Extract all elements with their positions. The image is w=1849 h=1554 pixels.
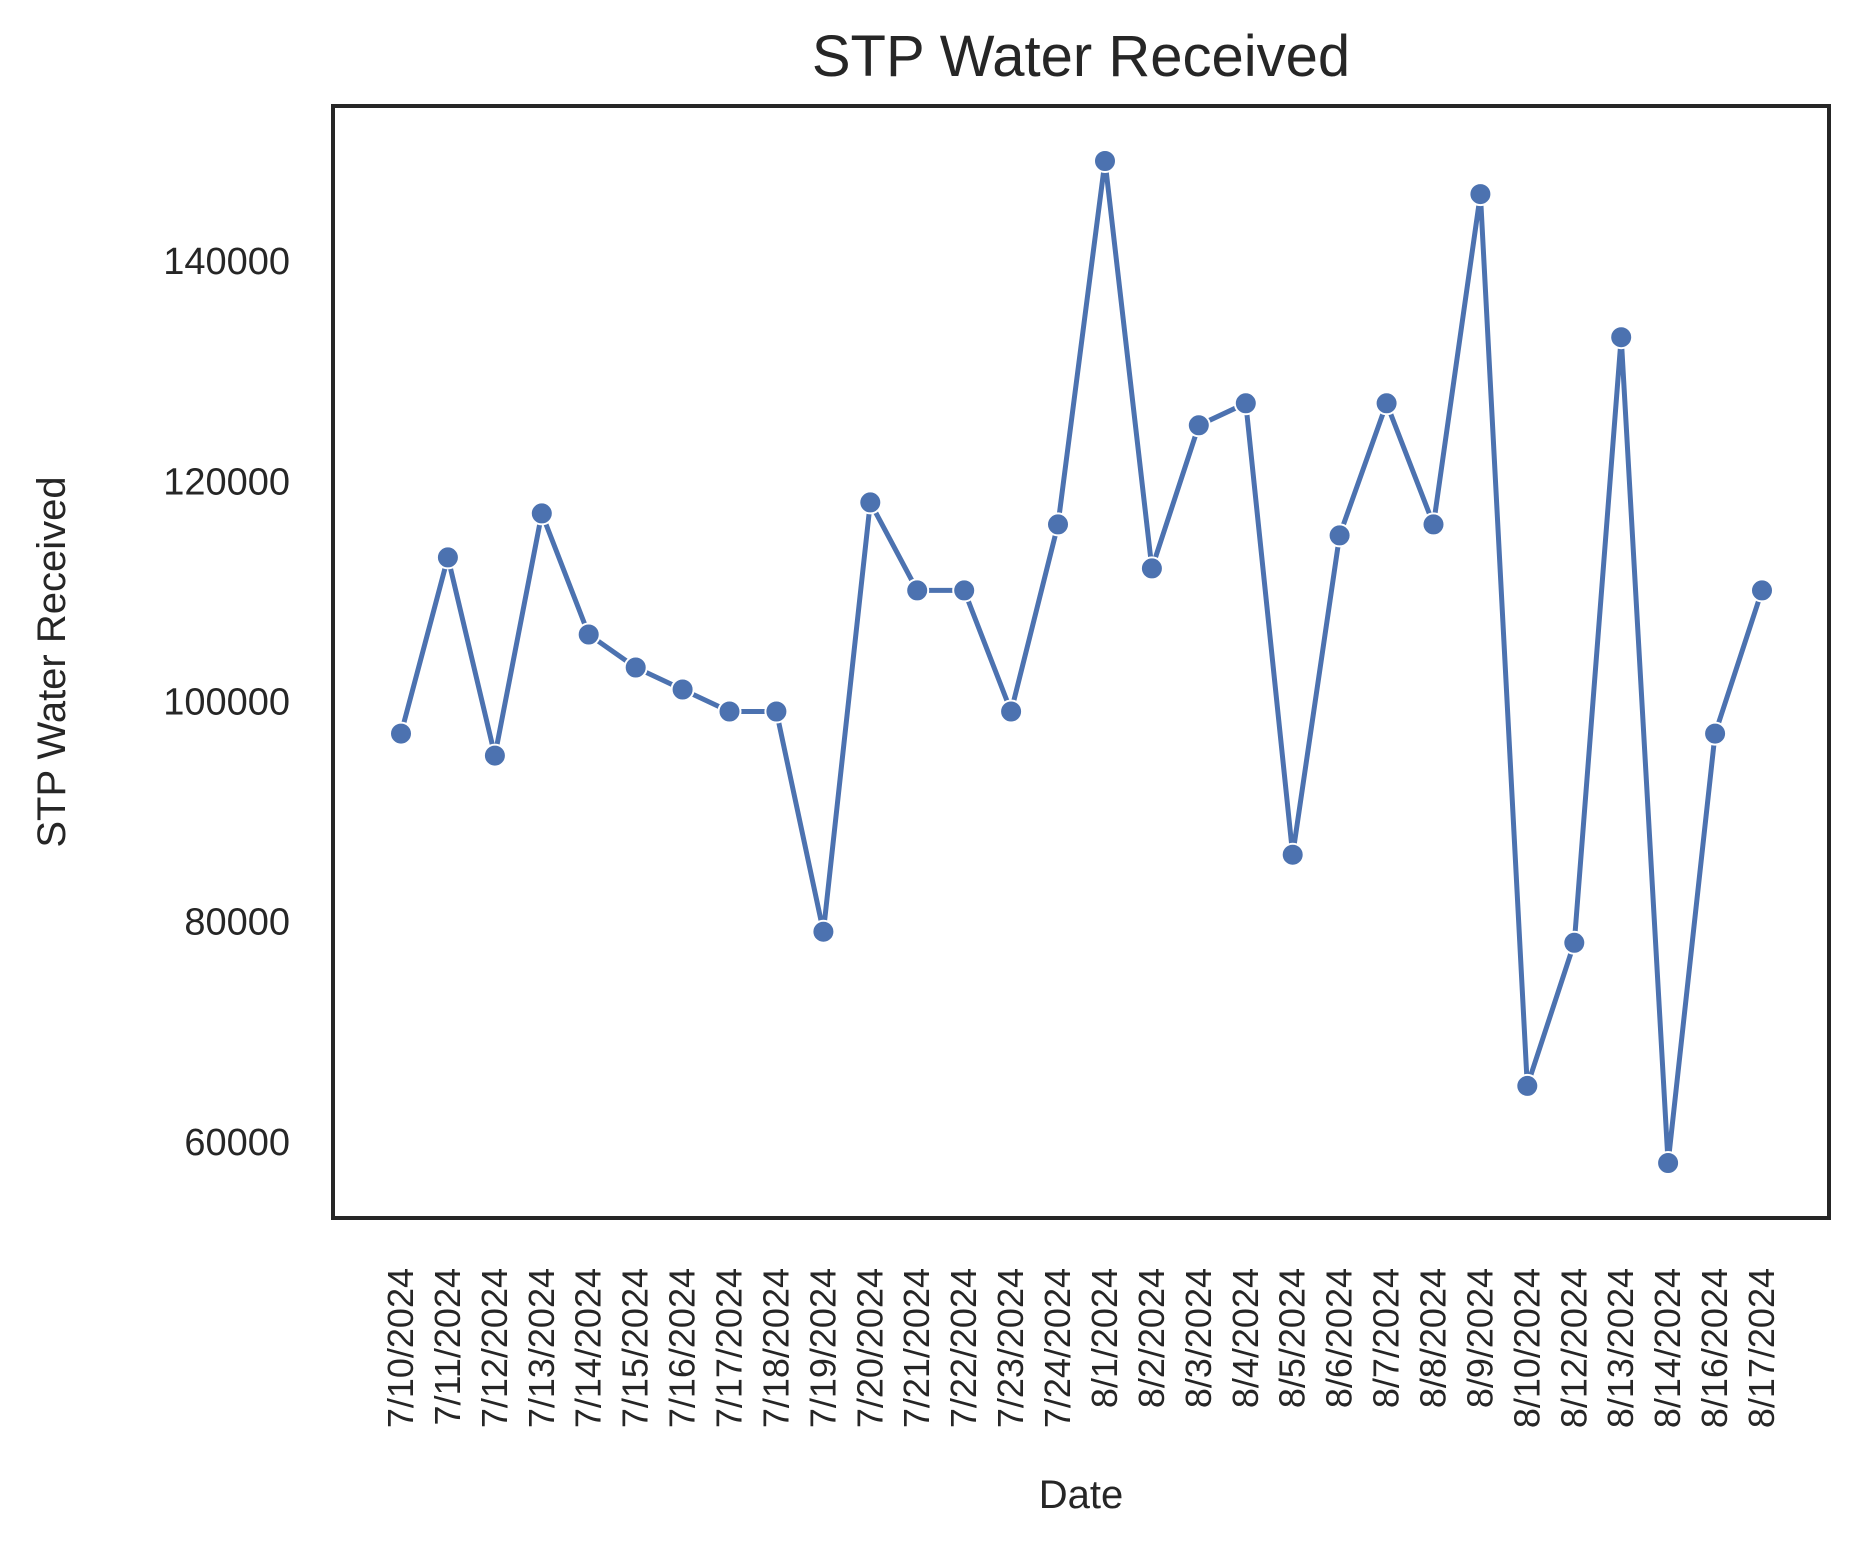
- x-tick-label: 8/7/2024: [1366, 1268, 1407, 1408]
- x-tick-label: 8/9/2024: [1459, 1268, 1500, 1408]
- data-point: [482, 743, 507, 768]
- x-tick-label: 7/22/2024: [943, 1268, 984, 1428]
- data-point: [389, 721, 413, 746]
- data-point: [1374, 391, 1399, 416]
- data-point: [858, 490, 883, 515]
- x-tick-label: 7/24/2024: [1037, 1268, 1078, 1428]
- x-tick-label: 8/1/2024: [1084, 1268, 1125, 1408]
- x-tick-label: 7/20/2024: [849, 1268, 890, 1428]
- data-point: [1609, 325, 1634, 350]
- data-point: [1186, 413, 1211, 438]
- data-point: [1656, 1151, 1681, 1175]
- data-point: [1750, 578, 1774, 603]
- x-tick-label: 8/6/2024: [1319, 1268, 1360, 1408]
- y-tick-label: 120000: [163, 461, 290, 503]
- plot-frame: [331, 104, 1831, 1220]
- x-tick-label: 7/19/2024: [802, 1268, 843, 1428]
- x-tick-label: 8/5/2024: [1272, 1268, 1313, 1408]
- x-tick-label: 8/17/2024: [1741, 1268, 1782, 1428]
- x-tick-label: 7/13/2024: [521, 1268, 562, 1428]
- y-tick-label: 80000: [184, 902, 290, 944]
- x-tick-label: 7/15/2024: [615, 1268, 656, 1428]
- x-tick-label: 8/10/2024: [1506, 1268, 1547, 1428]
- data-point: [811, 919, 836, 944]
- x-tick-label: 7/16/2024: [662, 1268, 703, 1428]
- data-point: [1703, 721, 1728, 746]
- data-point: [529, 501, 554, 526]
- data-point: [435, 545, 460, 570]
- data-point: [1468, 182, 1493, 207]
- x-axis-ticks: 7/10/2024 7/11/2024 7/12/2024 7/13/2024 7/14…: [380, 1268, 1782, 1428]
- y-axis-label: STP Water Received: [30, 476, 74, 847]
- x-tick-label: 8/3/2024: [1178, 1268, 1219, 1408]
- y-tick-label: 140000: [163, 241, 290, 283]
- x-tick-label: 7/10/2024: [380, 1268, 421, 1428]
- data-point: [1562, 930, 1587, 955]
- x-tick-label: 7/11/2024: [427, 1268, 468, 1425]
- x-tick-label: 7/12/2024: [474, 1268, 515, 1428]
- x-tick-label: 8/4/2024: [1225, 1268, 1266, 1408]
- x-tick-label: 8/12/2024: [1553, 1268, 1594, 1428]
- data-point: [576, 622, 601, 647]
- chart-title: STP Water Received: [812, 24, 1350, 89]
- data-point: [1327, 523, 1352, 548]
- y-tick-label: 60000: [184, 1122, 290, 1164]
- x-tick-label: 8/13/2024: [1600, 1268, 1641, 1428]
- data-point: [1280, 842, 1305, 867]
- data-point: [1233, 391, 1258, 416]
- data-point: [1139, 556, 1164, 581]
- x-tick-label: 8/16/2024: [1694, 1268, 1735, 1428]
- data-point: [670, 677, 695, 702]
- x-tick-label: 7/23/2024: [990, 1268, 1031, 1428]
- y-axis-ticks: 60000 80000 100000 120000 140000: [163, 241, 290, 1164]
- x-tick-label: 8/14/2024: [1647, 1268, 1688, 1428]
- data-point: [623, 655, 648, 680]
- y-tick-label: 100000: [163, 682, 290, 724]
- data-point: [1421, 512, 1446, 537]
- x-tick-label: 8/8/2024: [1412, 1268, 1453, 1408]
- x-axis-label: Date: [1039, 1473, 1124, 1517]
- x-tick-label: 8/2/2024: [1131, 1268, 1172, 1408]
- data-point: [1093, 149, 1117, 173]
- plot-area: [389, 149, 1774, 1175]
- x-tick-label: 7/18/2024: [755, 1268, 796, 1428]
- data-point: [952, 578, 977, 603]
- data-point: [1515, 1073, 1540, 1098]
- data-point: [764, 699, 789, 724]
- data-point: [1046, 512, 1070, 537]
- data-point: [717, 699, 742, 724]
- data-point: [905, 578, 930, 603]
- x-tick-label: 7/17/2024: [709, 1268, 750, 1428]
- x-tick-label: 7/14/2024: [568, 1268, 609, 1428]
- x-tick-label: 7/21/2024: [896, 1268, 937, 1428]
- data-point: [999, 699, 1024, 724]
